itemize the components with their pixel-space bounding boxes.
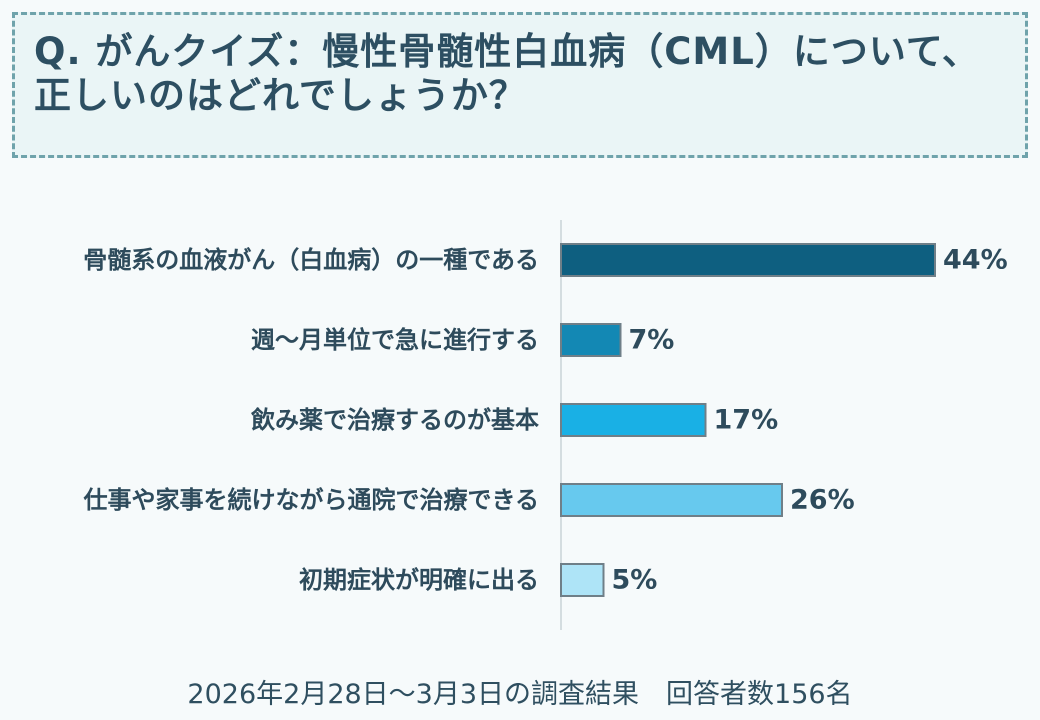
value-label: 5%	[612, 565, 658, 596]
category-label: 仕事や家事を続けながら通院で治療できる	[82, 486, 539, 514]
bar	[560, 403, 707, 437]
value-label: 26%	[790, 485, 855, 516]
category-label: 飲み薬で治療するのが基本	[250, 406, 539, 434]
bar	[560, 323, 622, 357]
bar	[560, 483, 783, 517]
bar	[560, 563, 605, 597]
category-label: 初期症状が明確に出る	[299, 566, 539, 594]
category-label: 骨髄系の血液がん（白血病）の一種である	[83, 246, 539, 274]
value-label: 44%	[943, 245, 1008, 276]
question-title: Q. がんクイズ：慢性骨髄性白血病（CML）について、正しいのはどれでしょうか？	[34, 30, 980, 117]
value-label: 17%	[714, 405, 779, 436]
survey-footer: 2026年2月28日～3月3日の調査結果 回答者数156名	[187, 679, 853, 710]
bar	[560, 243, 936, 277]
category-label: 週～月単位で急に進行する	[251, 326, 539, 354]
question-box	[12, 12, 1028, 158]
value-label: 7%	[629, 325, 675, 356]
quiz-result-bar-chart: 骨髄系の血液がん（白血病）の一種である 44% 週～月単位で急に進行する 7% 飲み薬で…	[82, 220, 1008, 630]
